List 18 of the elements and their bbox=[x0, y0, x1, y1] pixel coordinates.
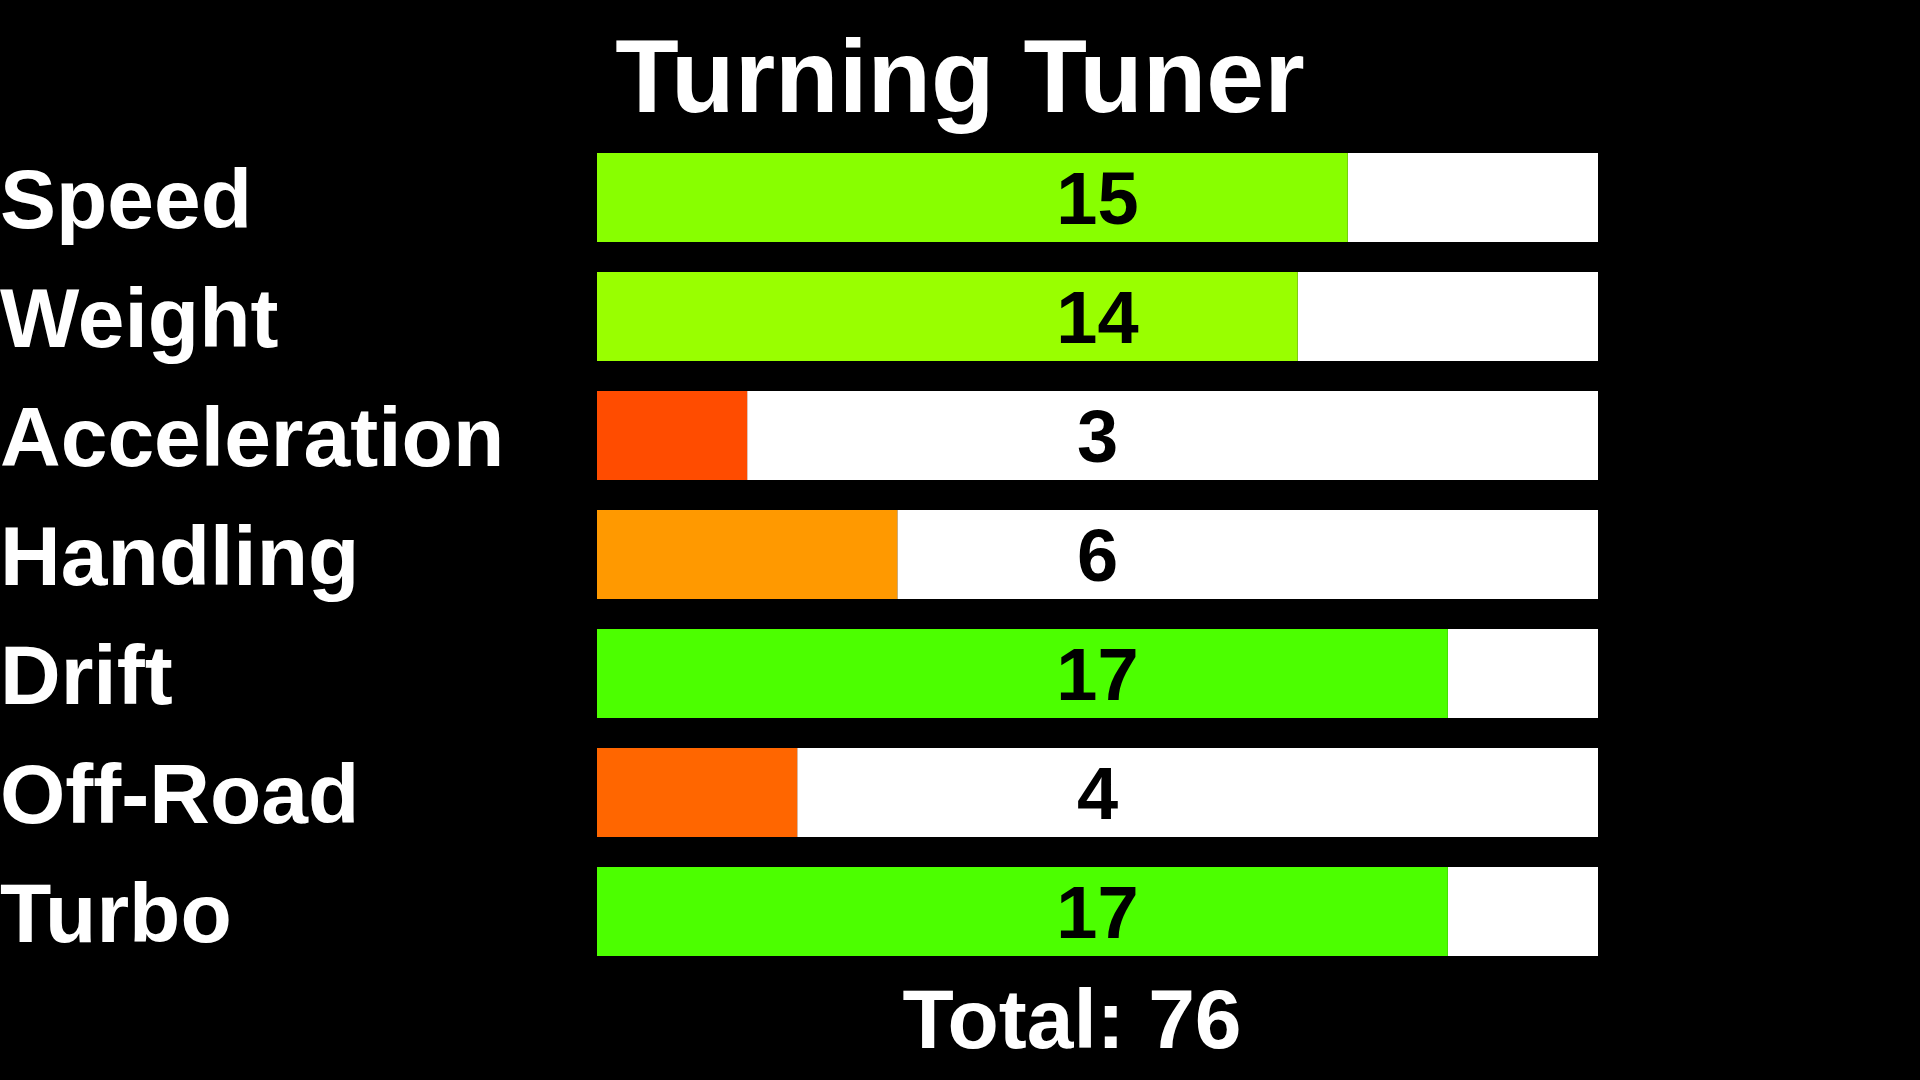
bar bbox=[597, 391, 748, 480]
chart-title: Turning Tuner bbox=[615, 18, 1305, 134]
y-tick-label: Weight bbox=[0, 270, 279, 365]
data-label: 3 bbox=[1076, 395, 1119, 479]
data-label: 14 bbox=[1056, 276, 1139, 360]
bar bbox=[597, 748, 798, 837]
data-label: 4 bbox=[1076, 752, 1119, 836]
y-tick-label: Acceleration bbox=[0, 389, 505, 484]
y-tick-label: Turbo bbox=[0, 865, 232, 960]
data-label: 15 bbox=[1056, 157, 1139, 241]
annotation: Total: 76 bbox=[902, 972, 1242, 1066]
y-tick-label: Off-Road bbox=[0, 746, 360, 841]
data-label: 17 bbox=[1056, 871, 1139, 955]
y-tick-label: Drift bbox=[0, 627, 173, 722]
y-tick-label: Speed bbox=[0, 151, 253, 246]
data-label: 6 bbox=[1076, 514, 1119, 598]
data-label: 17 bbox=[1056, 633, 1139, 717]
y-tick-label: Handling bbox=[0, 508, 360, 603]
